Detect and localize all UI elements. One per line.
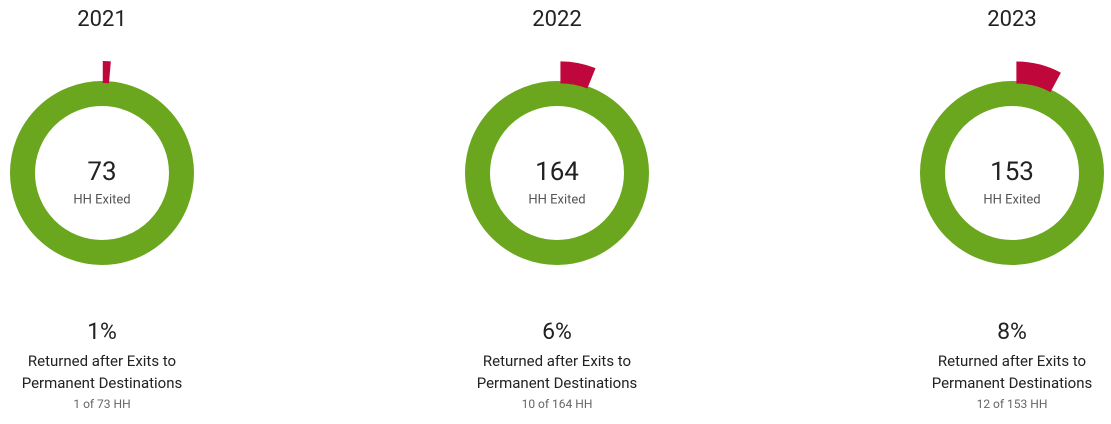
center-value: 73	[87, 157, 116, 187]
caption: Returned after Exits to	[28, 352, 176, 370]
center-label: HH Exited	[528, 192, 585, 207]
donut-panel: 2021 73 HH Exited 1% Returned after Exits to…	[10, 7, 194, 411]
caption: Permanent Destinations	[22, 374, 183, 392]
percent: 1%	[87, 318, 117, 345]
caption: Permanent Destinations	[477, 374, 638, 392]
detail: 1 of 73 HH	[73, 397, 130, 411]
exited-ring	[10, 81, 194, 265]
returned-slice	[1016, 61, 1061, 93]
center-label: HH Exited	[983, 192, 1040, 207]
detail: 12 of 153 HH	[977, 397, 1048, 411]
detail: 10 of 164 HH	[522, 397, 593, 411]
year-title: 2021	[77, 7, 126, 32]
donut-panel: 2023 153 HH Exited 8% Returned after Exits t…	[920, 7, 1104, 411]
center-value: 153	[990, 157, 1034, 187]
percent: 8%	[997, 318, 1027, 345]
caption: Returned after Exits to	[483, 352, 631, 370]
donut-panel: 2022 164 HH Exited 6% Returned after Exits t…	[465, 7, 649, 411]
percent: 6%	[542, 318, 572, 345]
year-title: 2022	[532, 7, 581, 32]
caption: Returned after Exits to	[938, 352, 1086, 370]
center-value: 164	[535, 157, 579, 187]
year-title: 2023	[987, 7, 1036, 32]
center-label: HH Exited	[73, 192, 130, 207]
returned-slice	[102, 61, 111, 84]
caption: Permanent Destinations	[932, 374, 1093, 392]
returned-slice	[560, 61, 596, 89]
exited-ring	[920, 81, 1104, 265]
exited-ring	[465, 81, 649, 265]
